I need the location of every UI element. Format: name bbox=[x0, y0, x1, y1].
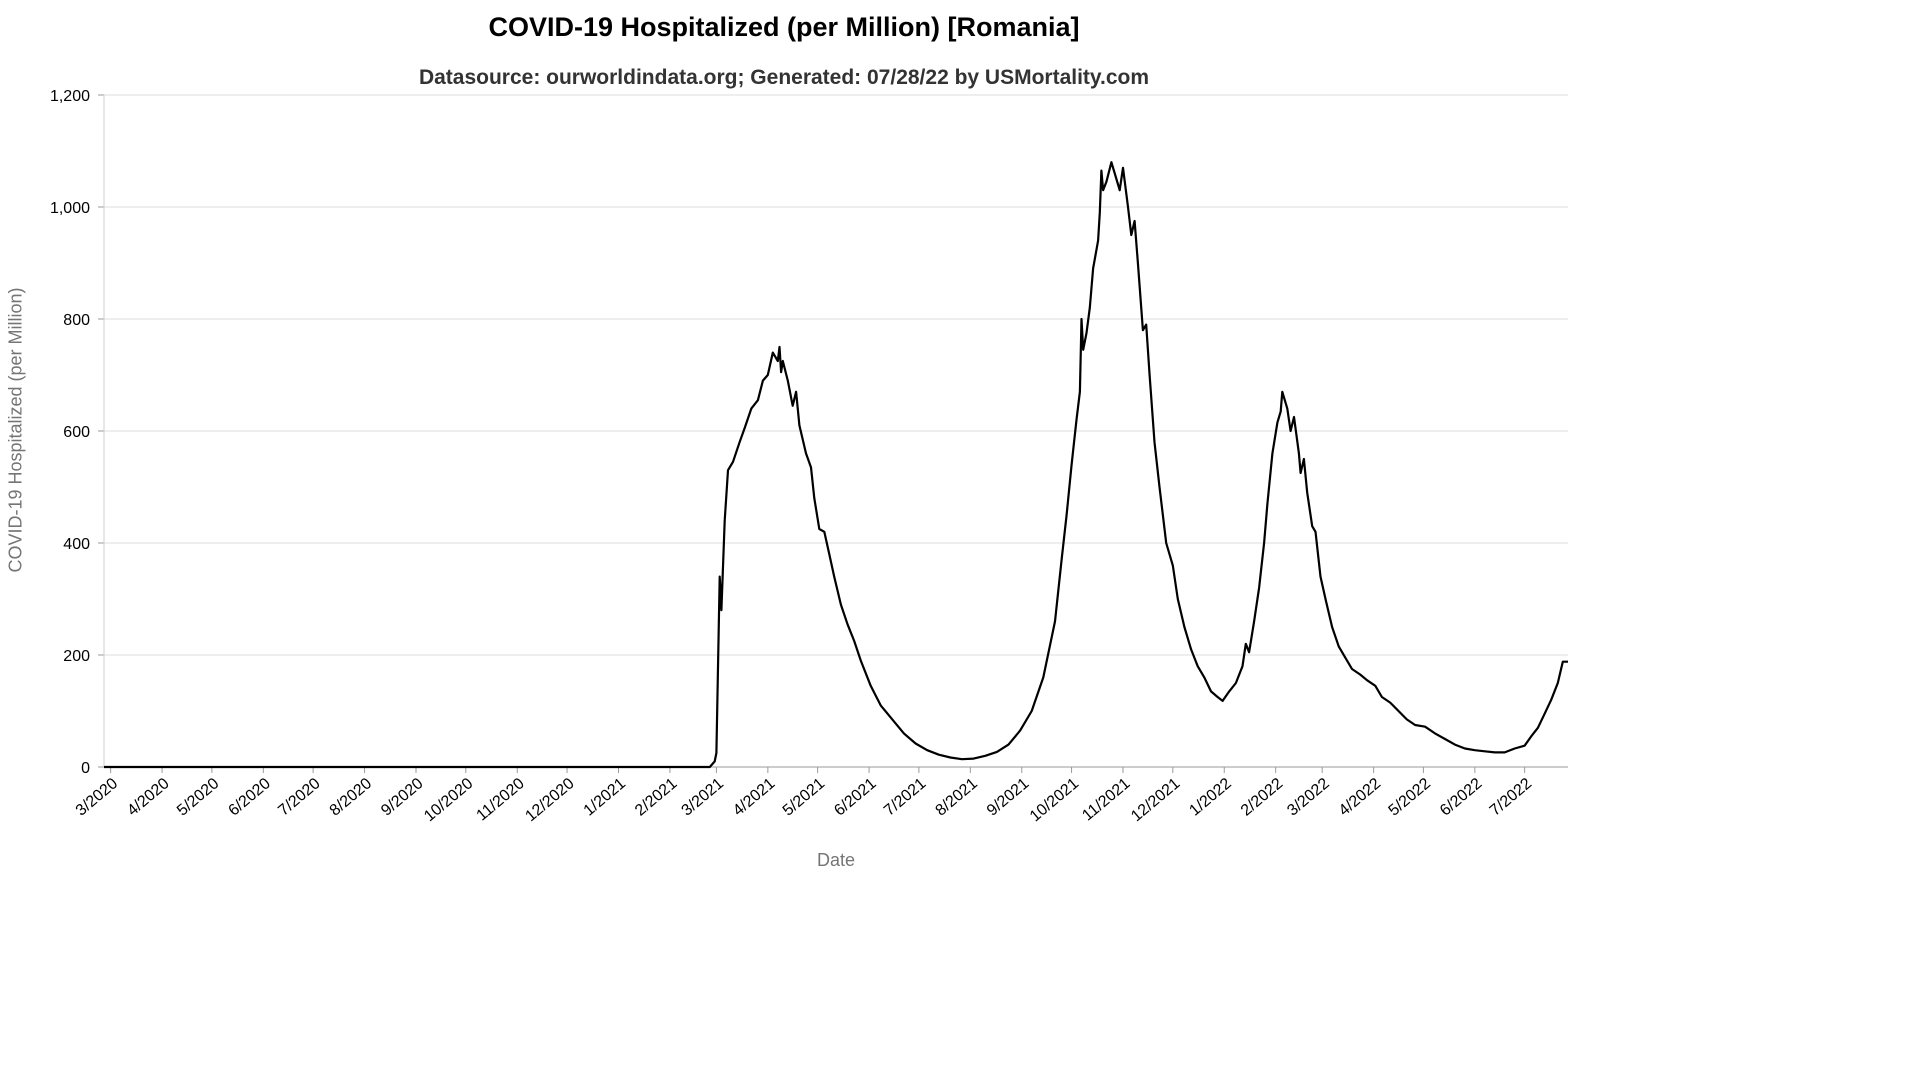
x-tick-label: 5/2021 bbox=[780, 775, 828, 820]
y-tick-label: 1,000 bbox=[50, 200, 90, 217]
x-axis: 3/2020 4/2020 5/2020 6/2020 7/2020 8/2020 9/20… bbox=[73, 766, 1568, 825]
series-line bbox=[104, 161, 1568, 769]
x-tick-label: 9/2020 bbox=[378, 775, 426, 820]
x-tick-label: 5/2022 bbox=[1386, 775, 1434, 820]
x-tick-label: 6/2021 bbox=[831, 775, 879, 820]
x-tick-label: 1/2021 bbox=[581, 775, 629, 820]
x-tick-label: 12/2020 bbox=[522, 775, 577, 825]
x-tick-label: 10/2021 bbox=[1027, 775, 1082, 825]
grid-lines bbox=[104, 94, 1568, 656]
y-tick-label: 1,200 bbox=[50, 88, 90, 105]
x-tick-label: 9/2021 bbox=[984, 775, 1032, 820]
x-tick-label: 8/2020 bbox=[327, 775, 375, 820]
x-tick-label: 4/2020 bbox=[124, 775, 172, 820]
plot-area bbox=[104, 161, 1568, 769]
y-tick-label: 400 bbox=[63, 536, 90, 553]
x-tick-label: 3/2022 bbox=[1284, 775, 1332, 820]
x-tick-label: 4/2022 bbox=[1336, 775, 1384, 820]
x-tick-label: 2/2021 bbox=[632, 775, 680, 820]
y-tick-label: 800 bbox=[63, 312, 90, 329]
y-axis: 0 200 400 600 800 1,000 1,200 bbox=[50, 88, 105, 777]
x-tick-label: 7/2020 bbox=[275, 775, 323, 820]
x-tick-label: 11/2020 bbox=[473, 775, 527, 825]
chart-title: COVID-19 Hospitalized (per Million) [Rom… bbox=[488, 12, 1080, 42]
x-axis-label: Date bbox=[816, 850, 856, 870]
x-tick-label: 7/2022 bbox=[1487, 775, 1535, 820]
x-tick-label: 3/2021 bbox=[679, 775, 727, 820]
y-tick-label: 0 bbox=[81, 760, 90, 777]
x-tick-label: 2/2022 bbox=[1238, 775, 1286, 820]
x-tick-label: 7/2021 bbox=[881, 775, 929, 820]
x-tick-label: 10/2020 bbox=[421, 775, 476, 825]
x-tick-label: 6/2022 bbox=[1437, 775, 1485, 820]
x-tick-label: 4/2021 bbox=[730, 775, 778, 820]
x-tick-label: 11/2021 bbox=[1079, 775, 1133, 825]
y-tick-label: 600 bbox=[63, 424, 90, 441]
x-tick-label: 3/2020 bbox=[73, 775, 121, 820]
x-tick-label: 1/2022 bbox=[1186, 775, 1234, 820]
x-tick-label: 5/2020 bbox=[174, 775, 222, 820]
x-tick-label: 8/2021 bbox=[932, 775, 980, 820]
chart-subtitle: Datasource: ourworldindata.org; Generate… bbox=[418, 66, 1150, 89]
y-tick-label: 200 bbox=[63, 648, 90, 665]
x-tick-label: 12/2021 bbox=[1128, 775, 1183, 825]
x-tick-label: 6/2020 bbox=[225, 775, 273, 820]
